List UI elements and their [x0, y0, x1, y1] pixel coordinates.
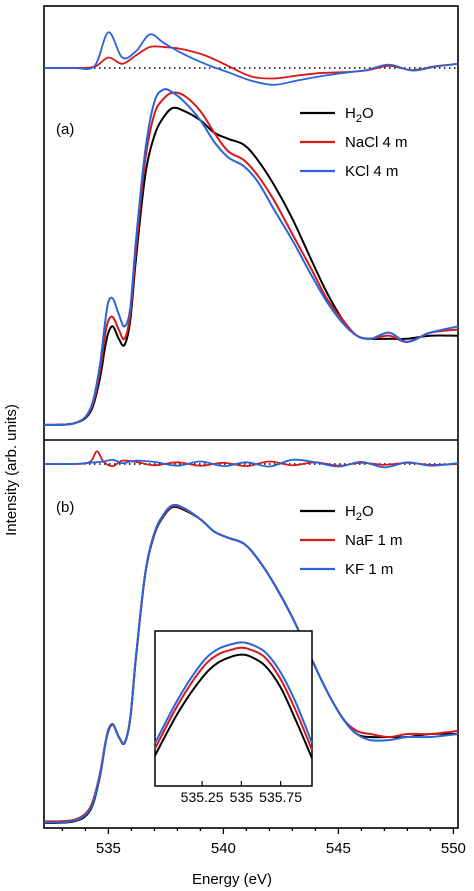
x-tick-label: 550 — [441, 840, 466, 857]
plot-border — [43, 5, 459, 829]
panel-a: (a) H2O NaCl 4 m KCl 4 m — [43, 31, 459, 427]
x-tick-label: 535 — [96, 840, 121, 857]
y-axis-label: Intensity (arb. units) — [3, 404, 20, 536]
legend-entry: KF 1 m — [345, 561, 393, 578]
x-tick-label: 545 — [326, 840, 351, 857]
legend-entry: NaCl 4 m — [345, 134, 408, 151]
inset-x-tick-label: 535 — [230, 789, 254, 805]
legend-entry: H2O — [345, 105, 374, 125]
inset-x-tick-label: 535.75 — [259, 789, 302, 805]
difference-line-blue — [43, 31, 459, 86]
inset-x-tick-label: 535.25 — [181, 789, 224, 805]
inset-plot: 535.25 535 535.75 — [154, 630, 313, 805]
inset-series-line-0 — [154, 653, 313, 759]
panel-label: (a) — [56, 121, 74, 138]
plot-frame — [43, 5, 459, 829]
legend-entry: H2O — [345, 503, 374, 523]
difference-line-blue — [43, 458, 459, 469]
panel-label: (b) — [56, 499, 74, 516]
inset-border — [154, 630, 313, 787]
inset-series-line-2 — [154, 641, 313, 744]
inset-series-line-1 — [154, 646, 313, 751]
x-axis: 535 540 545 550 — [61, 828, 466, 857]
x-axis-label: Energy (eV) — [192, 871, 272, 888]
series-line-2 — [43, 503, 459, 824]
series-line-0 — [43, 106, 459, 426]
legend-entry: NaF 1 m — [345, 532, 403, 549]
series-line-2 — [43, 88, 459, 427]
x-tick-label: 540 — [211, 840, 236, 857]
panel-b: (b) H2O NaF 1 m KF 1 m — [43, 450, 459, 824]
legend-entry: KCl 4 m — [345, 163, 398, 180]
difference-line-red — [43, 450, 459, 468]
difference-line-red — [43, 45, 459, 80]
